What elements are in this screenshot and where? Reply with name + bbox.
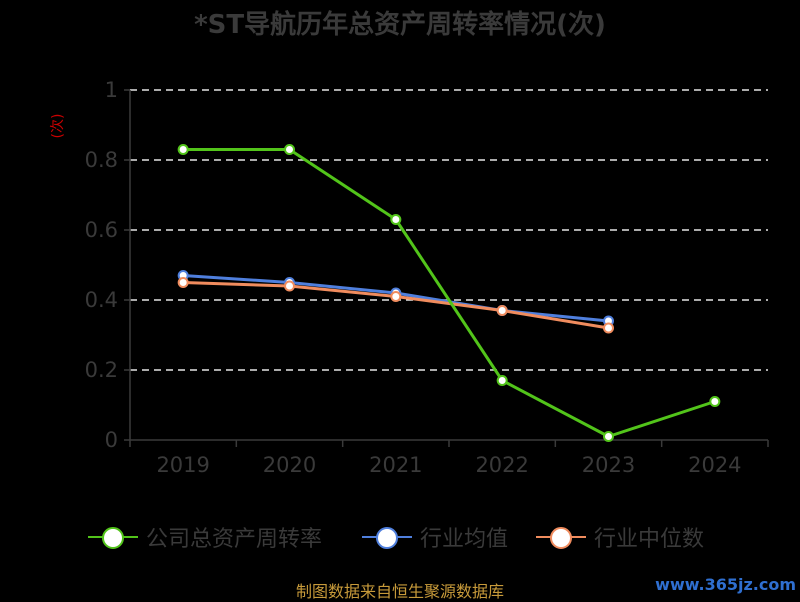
y-tick-label: 0.2 [85,358,118,382]
data-point [284,144,295,155]
data-point [390,214,402,225]
legend-label-industry-mean: 行业均值 [420,527,509,552]
data-point [177,144,189,155]
y-tick-label: 0 [105,428,118,452]
legend-label-industry-median: 行业中位数 [594,527,705,552]
data-source-note: 制图数据来自恒生聚源数据库 [295,582,504,601]
series-layer [177,144,721,442]
x-tick-label: 2022 [475,453,528,477]
legend-item-industry-mean[interactable]: 行业均值 [362,520,508,554]
watermark: www.365jz.com [655,575,796,594]
data-point [284,280,295,292]
data-point [709,396,721,407]
data-point [390,291,402,302]
grid-layer [130,89,768,371]
x-tick-label: 2019 [156,453,209,477]
data-point [177,277,189,288]
y-tick-label: 1 [105,78,118,102]
y-tick-label: 0.8 [85,148,118,172]
series-line [183,148,716,438]
legend-swatch-company [88,522,138,552]
data-point [496,305,508,316]
x-tick-label: 2020 [263,453,316,477]
y-axis-label: (次) [50,114,66,139]
axis-layer: 0 0.2 0.4 0.6 0.8 1 2019 2020 2021 2022 2023 2024 [85,78,769,477]
x-tick-label: 2021 [369,453,422,477]
data-point [603,322,614,334]
legend-label-company: 公司总资产周转率 [146,527,323,552]
y-tick-label: 0.6 [85,218,118,242]
data-point [496,375,508,386]
x-tick-label: 2024 [688,453,741,477]
legend: 公司总资产周转率 行业均值 行业中位数 [0,520,800,554]
y-tick-label: 0.4 [85,288,118,312]
legend-swatch-industry-mean [362,522,412,552]
legend-item-industry-median[interactable]: 行业中位数 [536,520,704,554]
legend-item-company[interactable]: 公司总资产周转率 [88,520,322,554]
data-point [603,431,614,442]
x-tick-label: 2023 [582,453,635,477]
chart-title: *ST导航历年总资产周转率情况(次) [194,10,606,40]
legend-swatch-industry-median [536,522,586,552]
